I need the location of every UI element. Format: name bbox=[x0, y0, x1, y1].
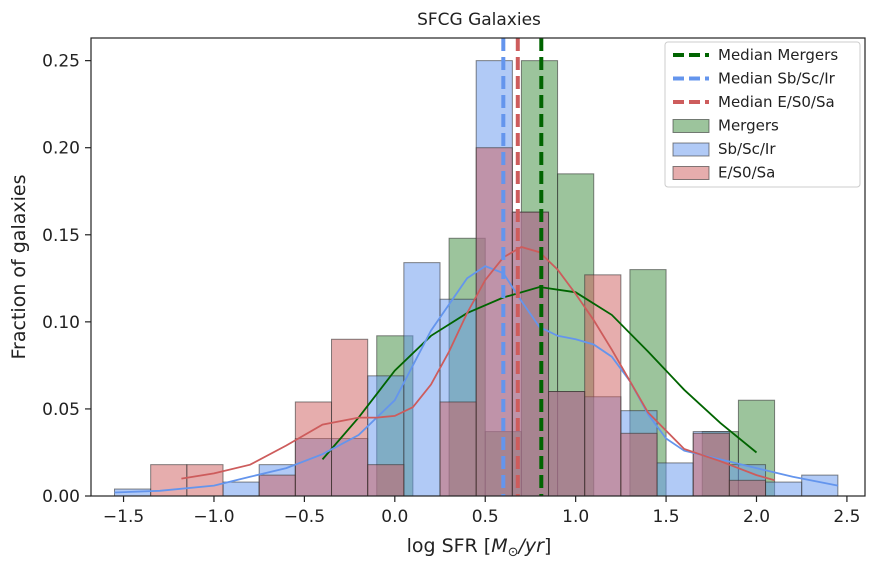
x-tick-label: −1.0 bbox=[193, 507, 234, 527]
legend-label: Median Sb/Sc/Ir bbox=[718, 70, 836, 88]
x-tick-label: −1.5 bbox=[103, 507, 144, 527]
histogram-bar bbox=[475, 147, 513, 497]
histogram-bar bbox=[258, 474, 296, 497]
plot-frame bbox=[90, 37, 866, 497]
x-tick-label: 1.0 bbox=[562, 507, 589, 527]
x-tick-label: 0.5 bbox=[472, 507, 499, 527]
histogram-bar bbox=[692, 432, 730, 497]
x-axis-label: log SFR [M⊙/yr] bbox=[407, 535, 552, 560]
y-tick-label: 0.20 bbox=[42, 139, 80, 159]
y-tick-label: 0.05 bbox=[42, 400, 80, 420]
x-axis: −1.5 −1.0 −0.5 0.0 0.5 1.0 1.5 2.0 2.5 bbox=[103, 496, 860, 527]
histogram-bar bbox=[728, 479, 767, 497]
x-tick-label: 0.0 bbox=[381, 507, 408, 527]
y-tick-label: 0.15 bbox=[42, 226, 80, 246]
histogram-bar bbox=[765, 481, 803, 497]
legend-swatch-patch bbox=[672, 119, 710, 133]
histogram-bar bbox=[548, 391, 586, 497]
histogram-bar bbox=[294, 401, 333, 497]
chart-title: SFCG Galaxies bbox=[417, 10, 541, 30]
legend: Median Mergers Median Sb/Sc/Ir Median E/S0… bbox=[664, 41, 861, 188]
histogram-bar bbox=[801, 474, 839, 497]
legend-label: Mergers bbox=[718, 117, 779, 135]
y-axis: 0.00 0.05 0.10 0.15 0.20 0.25 bbox=[42, 52, 91, 507]
histogram-bar bbox=[620, 432, 658, 497]
histogram-bar bbox=[222, 481, 260, 497]
histogram-bar bbox=[186, 464, 224, 497]
x-tick-label: 2.5 bbox=[833, 507, 860, 527]
legend-box bbox=[664, 41, 861, 188]
legend-label: Median Mergers bbox=[718, 46, 838, 64]
legend-swatch-patch bbox=[672, 166, 710, 180]
x-tick-label: 2.0 bbox=[743, 507, 770, 527]
kde-curve-sb-sc-ir bbox=[114, 265, 839, 494]
histogram-bar bbox=[439, 401, 477, 497]
kde-curve-e-s0-sa bbox=[181, 246, 775, 482]
histogram-bar bbox=[584, 274, 622, 497]
x-tick-label: −0.5 bbox=[284, 507, 325, 527]
histogram-bar bbox=[656, 462, 694, 497]
y-tick-label: 0.10 bbox=[42, 313, 80, 333]
legend-label: Sb/Sc/Ir bbox=[718, 140, 776, 158]
y-axis-label: Fraction of galaxies bbox=[8, 175, 30, 360]
y-tick-label: 0.00 bbox=[42, 487, 80, 507]
legend-label: Median E/S0/Sa bbox=[718, 93, 835, 111]
x-tick-label: 1.5 bbox=[653, 507, 680, 527]
histogram-bar bbox=[367, 464, 405, 497]
legend-label: E/S0/Sa bbox=[718, 164, 775, 182]
legend-swatch-patch bbox=[672, 142, 710, 157]
y-tick-label: 0.25 bbox=[42, 52, 80, 72]
